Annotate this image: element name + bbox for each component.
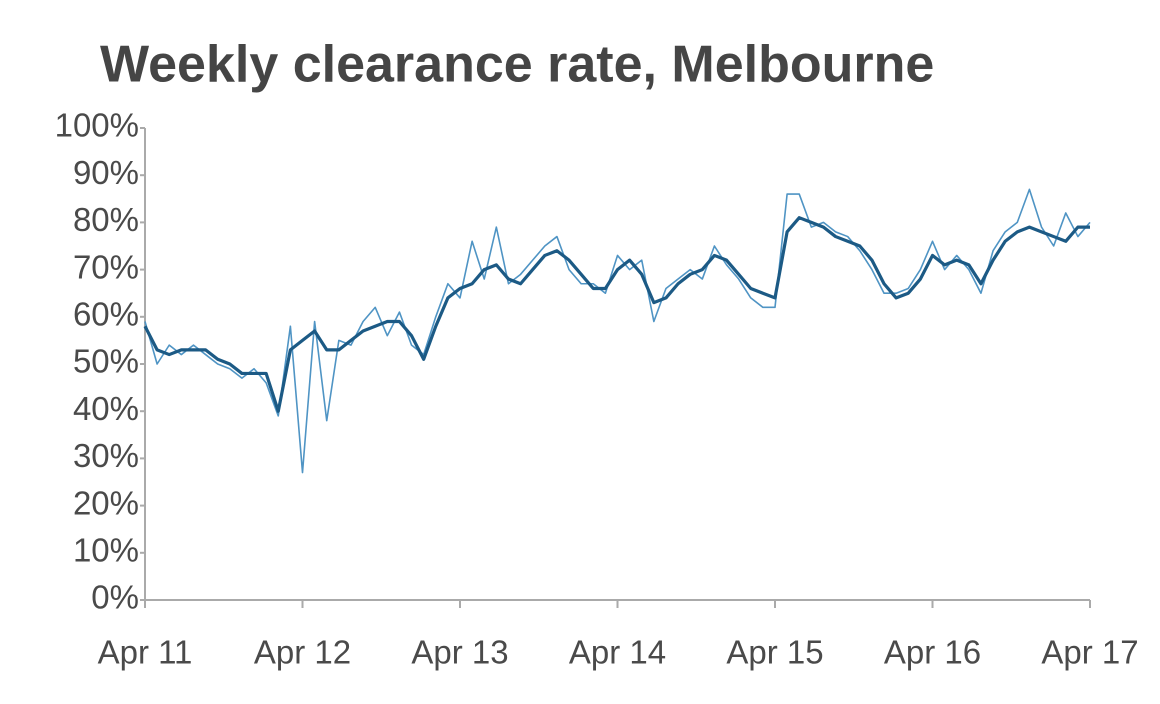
x-tick-label: Apr 15 [726,634,823,671]
y-tick-label: 0% [91,579,139,616]
y-tick-label: 30% [73,437,139,474]
y-tick-label: 40% [73,390,139,427]
x-tick-label: Apr 11 [98,634,193,671]
y-tick-label: 60% [73,296,139,333]
x-tick-label: Apr 16 [884,634,981,671]
x-tick-label: Apr 13 [411,634,508,671]
y-tick-label: 50% [73,343,139,380]
y-tick-label: 90% [73,154,139,191]
series-line [144,188,1091,474]
chart-title: Weekly clearance rate, Melbourne [100,36,934,94]
y-tick-label: 20% [73,484,139,521]
y-tick-label: 80% [73,201,139,238]
x-tick-label: Apr 14 [569,634,666,671]
y-tick-label: 10% [73,532,139,569]
y-tick-label: 100% [55,107,139,144]
series-line [143,216,1090,413]
y-tick-label: 70% [73,248,139,285]
x-tick-label: Apr 17 [1041,634,1138,671]
x-tick-label: Apr 12 [254,634,351,671]
